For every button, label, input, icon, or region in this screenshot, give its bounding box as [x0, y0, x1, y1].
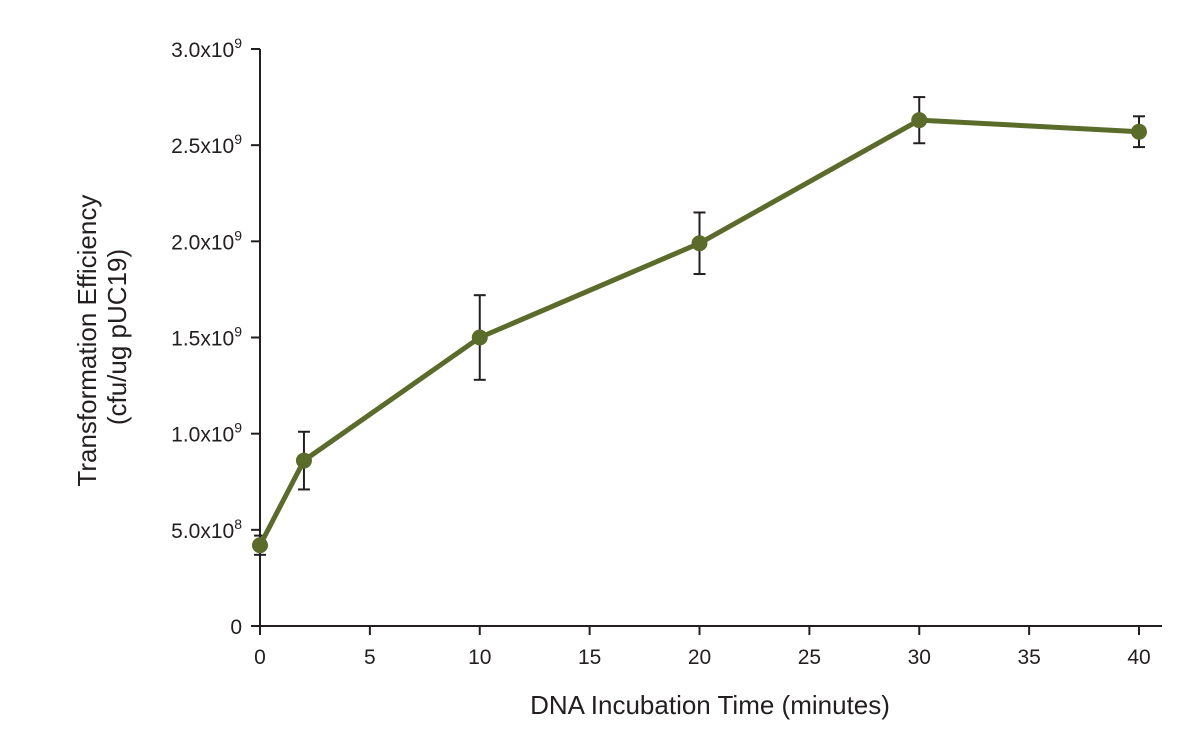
x-tick-label: 20: [688, 646, 711, 669]
x-tick-label: 5: [364, 646, 376, 669]
data-point: [295, 452, 312, 469]
plot-area: [252, 96, 1147, 556]
x-axis: 0 5 10 15 20 25 30 35 40: [254, 625, 1162, 669]
y-tick-label: 1.0x109: [171, 420, 242, 447]
x-tick-label: 35: [1017, 646, 1040, 669]
x-axis-title: DNA Incubation Time (minutes): [530, 690, 890, 720]
data-point: [252, 537, 268, 554]
data-point: [1131, 123, 1147, 140]
y-tick-label: 1.5x109: [171, 324, 242, 351]
y-axis: 0 5.0x108 1.0x109 1.5x109 2.0x109 2.5x109 3.0x…: [171, 35, 261, 639]
y-tick-label: 3.0x109: [171, 35, 242, 62]
y-axis-title: Transformation Efficiency (cfu/ug pUC19): [72, 187, 132, 486]
y-tick-label: 2.0x109: [171, 227, 242, 254]
y-tick-label: 5.0x108: [171, 516, 242, 543]
x-tick-label: 0: [254, 646, 266, 669]
y-tick-label: 0: [230, 616, 242, 639]
x-tick-label: 15: [578, 646, 601, 669]
y-axis-title-line-1: Transformation Efficiency: [72, 195, 102, 487]
data-point: [691, 235, 708, 252]
x-tick-label: 40: [1127, 646, 1150, 669]
y-tick-label: 2.5x109: [171, 131, 242, 158]
x-tick-label: 10: [468, 646, 491, 669]
y-axis-title-line-2: (cfu/ug pUC19): [102, 249, 132, 425]
data-point: [471, 329, 488, 346]
x-tick-label: 25: [798, 646, 821, 669]
series-line: [257, 117, 1140, 547]
x-tick-label: 30: [908, 646, 931, 669]
data-point: [911, 112, 928, 129]
